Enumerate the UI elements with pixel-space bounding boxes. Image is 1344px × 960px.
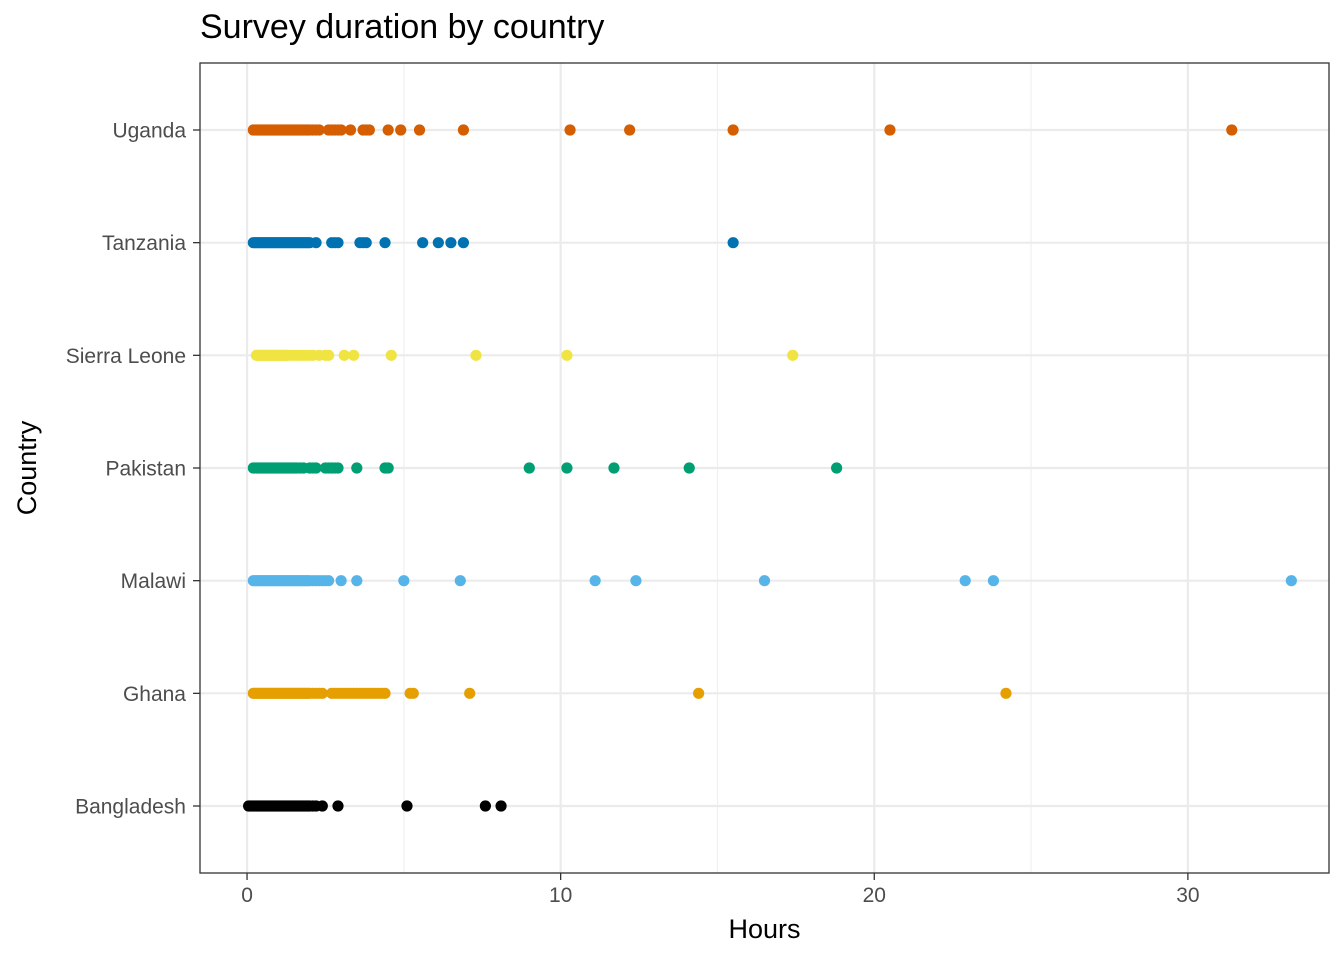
data-point-ghana [379, 687, 391, 699]
data-point-tanzania [379, 237, 391, 249]
chart-title: Survey duration by country [200, 8, 605, 46]
data-point-tanzania [360, 237, 372, 249]
data-point-uganda [395, 124, 407, 136]
data-point-ghana [316, 687, 328, 699]
data-point-pakistan [831, 462, 843, 474]
data-point-malawi [987, 575, 1000, 587]
data-point-uganda [335, 124, 347, 136]
data-point-uganda [457, 124, 470, 136]
y-axis-title: Country [12, 420, 42, 515]
data-point-ghana [464, 687, 476, 699]
data-point-pakistan [382, 462, 394, 474]
data-point-uganda [313, 124, 325, 136]
x-tick-label: 10 [549, 884, 572, 907]
data-point-bangladesh [479, 800, 491, 812]
data-point-malawi [758, 575, 771, 587]
data-point-bangladesh [316, 800, 328, 812]
data-point-uganda [363, 124, 375, 136]
data-point-malawi [1285, 575, 1297, 587]
data-point-bangladesh [401, 800, 413, 812]
data-point-sierra-leone [787, 349, 799, 361]
data-point-ghana [1000, 687, 1012, 699]
data-point-tanzania [332, 237, 344, 249]
data-point-pakistan [683, 462, 695, 474]
data-point-pakistan [310, 462, 322, 474]
data-point-uganda [884, 124, 896, 136]
data-point-tanzania [445, 237, 457, 249]
y-axis: Bangladesh Ghana Malawi Pakistan Sierra Leon… [66, 120, 200, 819]
y-tick-label: Malawi [121, 570, 186, 593]
x-axis: 0 10 20 30 [241, 873, 1200, 907]
data-point-tanzania [417, 237, 429, 249]
data-point-bangladesh [332, 800, 344, 812]
data-point-sierra-leone [561, 349, 573, 361]
data-point-pakistan [608, 462, 620, 474]
data-point-sierra-leone [470, 349, 482, 361]
data-point-sierra-leone [338, 349, 350, 361]
data-point-malawi [322, 575, 335, 587]
x-axis-title: Hours [728, 914, 800, 944]
grid-lines [200, 63, 1329, 873]
data-point-uganda [1226, 124, 1238, 136]
x-tick-label: 30 [1176, 884, 1199, 907]
y-tick-label: Tanzania [102, 232, 186, 255]
data-point-uganda [624, 124, 636, 136]
data-point-uganda [382, 124, 394, 136]
data-point-sierra-leone [348, 349, 360, 361]
data-point-pakistan [561, 462, 573, 474]
y-tick-label: Uganda [112, 120, 186, 143]
data-point-uganda [413, 124, 426, 136]
data-point-tanzania [310, 237, 322, 249]
data-point-tanzania [727, 237, 739, 249]
y-tick-label: Pakistan [105, 458, 186, 481]
data-point-sierra-leone [385, 349, 397, 361]
data-point-malawi [351, 575, 363, 587]
data-point-tanzania [432, 237, 444, 249]
data-point-uganda [727, 124, 739, 136]
data-point-malawi [454, 575, 466, 587]
data-point-pakistan [523, 462, 535, 474]
data-point-pakistan [351, 462, 363, 474]
data-point-malawi [398, 575, 410, 587]
data-points [243, 124, 1297, 812]
data-point-malawi [335, 575, 347, 587]
x-tick-label: 20 [863, 884, 886, 907]
y-tick-label: Bangladesh [75, 796, 186, 819]
data-point-uganda [564, 124, 576, 136]
data-point-malawi [630, 575, 642, 587]
data-point-sierra-leone [322, 349, 335, 361]
data-point-bangladesh [495, 800, 507, 812]
data-point-malawi [959, 575, 971, 587]
data-point-uganda [344, 124, 357, 136]
data-point-tanzania [457, 237, 470, 249]
data-point-ghana [693, 687, 705, 699]
x-tick-label: 0 [241, 884, 253, 907]
data-point-malawi [589, 575, 601, 587]
data-point-pakistan [332, 462, 344, 474]
data-point-ghana [407, 687, 419, 699]
y-tick-label: Ghana [123, 683, 186, 706]
y-tick-label: Sierra Leone [66, 345, 186, 368]
